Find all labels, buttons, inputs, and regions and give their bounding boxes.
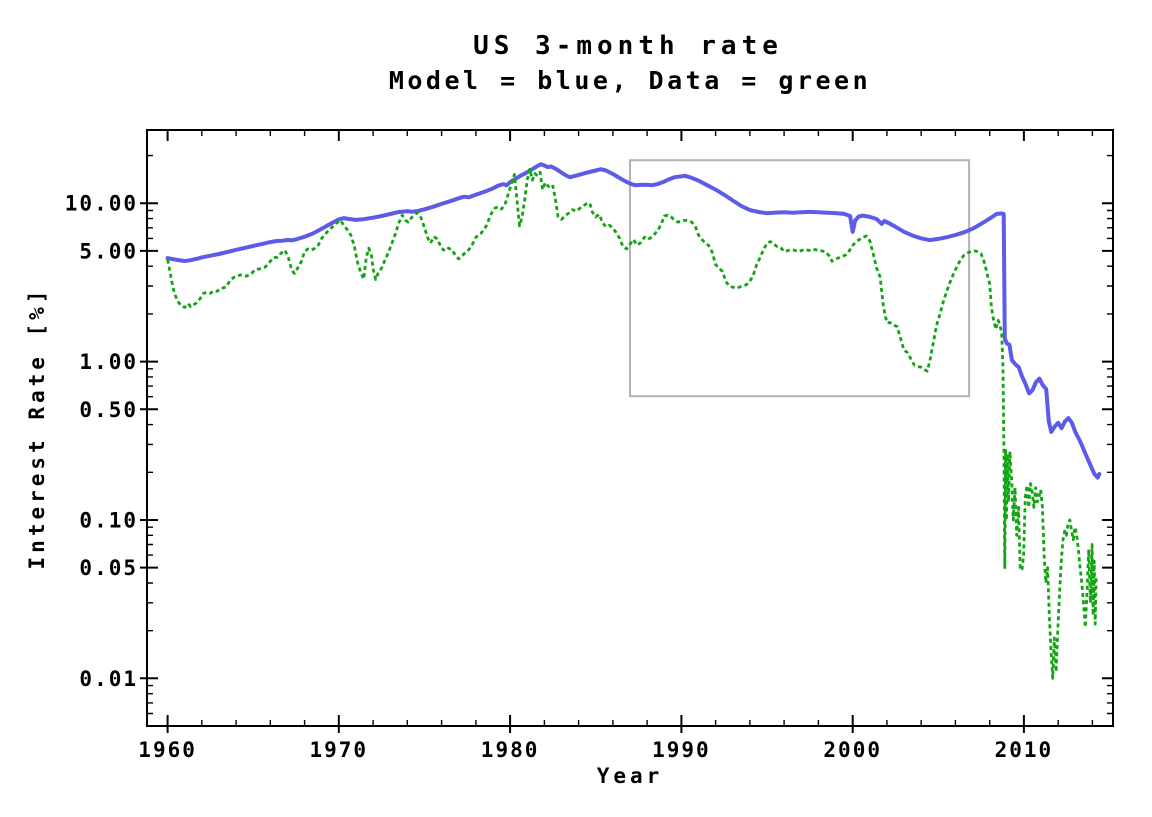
x-tick-label: 2010 bbox=[995, 738, 1054, 762]
y-tick-label: 1.00 bbox=[79, 350, 138, 374]
data-line-series bbox=[166, 167, 1098, 680]
y-tick-label: 10.00 bbox=[65, 192, 138, 216]
model-line-series bbox=[165, 162, 1102, 480]
y-tick-label: 0.50 bbox=[79, 398, 138, 422]
x-tick-label: 1970 bbox=[310, 738, 369, 762]
x-tick-label: 1980 bbox=[481, 738, 540, 762]
chart-subtitle: Model = blue, Data = green bbox=[389, 66, 871, 95]
y-tick-label: 0.05 bbox=[79, 556, 138, 580]
tick-labels: 1960 1970 1980 1990 2000 2010 10.00 5.00 1.00 0.5… bbox=[65, 192, 1054, 762]
x-axis-label: Year bbox=[597, 764, 664, 788]
x-tick-label: 2000 bbox=[823, 738, 882, 762]
minor-ticks bbox=[147, 130, 1113, 726]
zoom-region-box bbox=[629, 159, 971, 398]
x-tick-label: 1990 bbox=[652, 738, 711, 762]
chart-title: US 3-month rate bbox=[473, 31, 783, 61]
axis-ticks bbox=[140, 130, 1113, 733]
plot-frame bbox=[146, 129, 1114, 727]
x-tick-label: 1960 bbox=[138, 738, 197, 762]
major-ticks bbox=[140, 130, 1113, 733]
y-axis-label: Interest Rate [%] bbox=[25, 287, 49, 570]
y-tick-label: 0.01 bbox=[79, 667, 138, 691]
y-tick-label: 0.10 bbox=[79, 509, 138, 533]
y-tick-label: 5.00 bbox=[79, 239, 138, 263]
